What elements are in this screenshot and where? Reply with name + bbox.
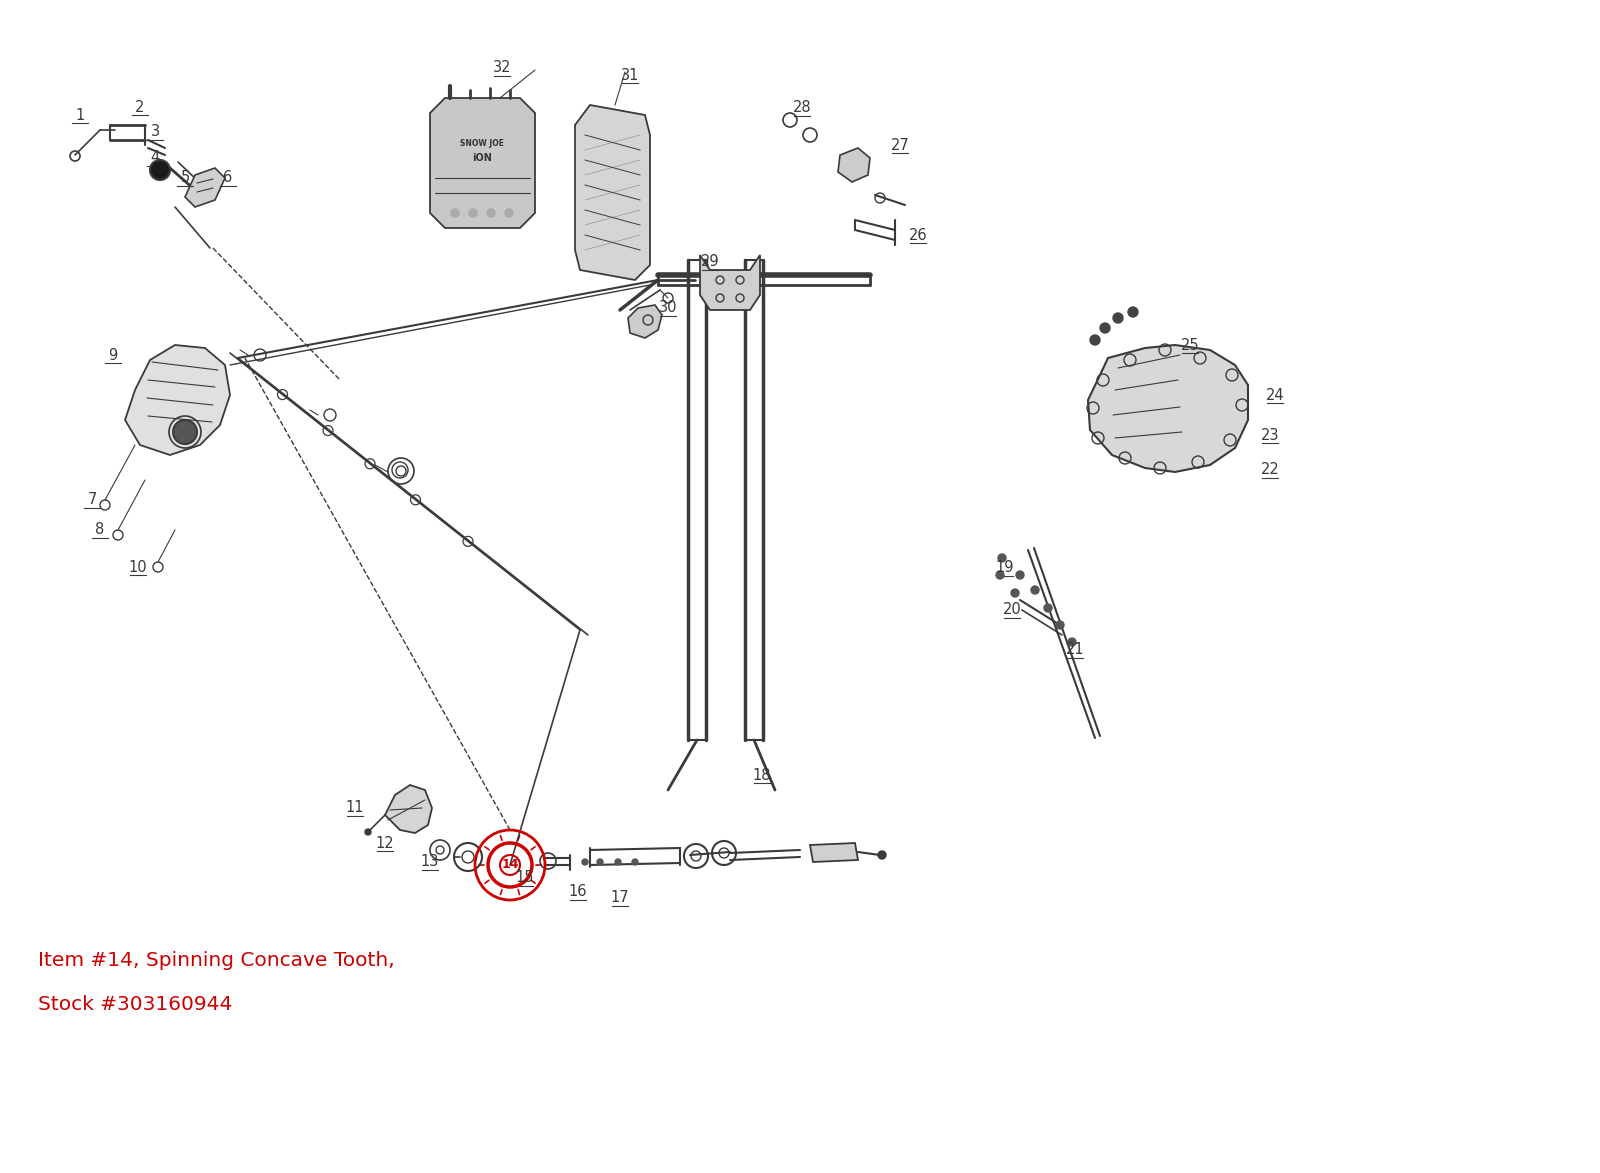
Polygon shape (125, 345, 230, 455)
Circle shape (150, 160, 170, 179)
Text: 28: 28 (792, 101, 811, 115)
Text: 25: 25 (1181, 338, 1200, 353)
Polygon shape (574, 106, 650, 280)
Text: 24: 24 (1266, 387, 1285, 402)
Text: 7: 7 (88, 493, 96, 508)
Circle shape (469, 209, 477, 217)
Circle shape (1128, 307, 1138, 317)
Text: 4: 4 (150, 150, 160, 165)
Circle shape (486, 209, 494, 217)
Text: 14: 14 (501, 859, 518, 872)
Polygon shape (386, 785, 432, 833)
Text: 5: 5 (181, 170, 190, 185)
Circle shape (365, 829, 371, 835)
Polygon shape (1088, 345, 1248, 472)
Circle shape (1030, 586, 1038, 594)
Circle shape (173, 420, 197, 445)
Text: Item #14, Spinning Concave Tooth,: Item #14, Spinning Concave Tooth, (38, 950, 395, 970)
Polygon shape (627, 305, 662, 338)
Text: 16: 16 (568, 884, 587, 900)
Text: 15: 15 (515, 870, 534, 886)
Circle shape (582, 859, 589, 865)
Text: 20: 20 (1003, 603, 1021, 617)
Text: Stock #303160944: Stock #303160944 (38, 996, 232, 1015)
Text: 21: 21 (1066, 643, 1085, 658)
Text: 10: 10 (128, 560, 147, 575)
Text: iON: iON (472, 152, 491, 163)
Text: 12: 12 (376, 835, 394, 850)
Circle shape (878, 850, 886, 859)
Circle shape (1069, 638, 1075, 646)
Text: 1: 1 (75, 108, 85, 122)
Polygon shape (810, 843, 858, 862)
Text: 27: 27 (891, 137, 909, 152)
Text: 2: 2 (136, 100, 144, 115)
Polygon shape (430, 99, 534, 228)
Circle shape (614, 859, 621, 865)
Text: 30: 30 (659, 300, 677, 316)
Text: 13: 13 (421, 854, 438, 869)
Circle shape (998, 554, 1006, 562)
Polygon shape (701, 255, 760, 310)
Circle shape (995, 571, 1005, 579)
Text: 19: 19 (995, 561, 1014, 576)
Text: 18: 18 (752, 767, 771, 782)
Text: 32: 32 (493, 61, 512, 75)
Text: 3: 3 (150, 124, 160, 140)
Text: 31: 31 (621, 68, 638, 82)
Text: 8: 8 (96, 522, 104, 537)
Polygon shape (186, 168, 226, 206)
Circle shape (1056, 621, 1064, 629)
Circle shape (1090, 335, 1101, 345)
Circle shape (1114, 313, 1123, 323)
Circle shape (597, 859, 603, 865)
Circle shape (1101, 323, 1110, 333)
Circle shape (632, 859, 638, 865)
Text: 22: 22 (1261, 462, 1280, 477)
Text: 6: 6 (224, 170, 232, 185)
Polygon shape (838, 148, 870, 182)
Circle shape (1016, 571, 1024, 579)
Text: 23: 23 (1261, 427, 1280, 442)
Text: SNOW JOE: SNOW JOE (461, 138, 504, 148)
Text: 26: 26 (909, 228, 928, 243)
Circle shape (451, 209, 459, 217)
Text: 29: 29 (701, 255, 720, 270)
Text: 17: 17 (611, 890, 629, 906)
Circle shape (1043, 604, 1053, 612)
Circle shape (506, 209, 514, 217)
Circle shape (1011, 589, 1019, 597)
Text: 9: 9 (109, 347, 118, 362)
Text: 11: 11 (346, 800, 365, 815)
